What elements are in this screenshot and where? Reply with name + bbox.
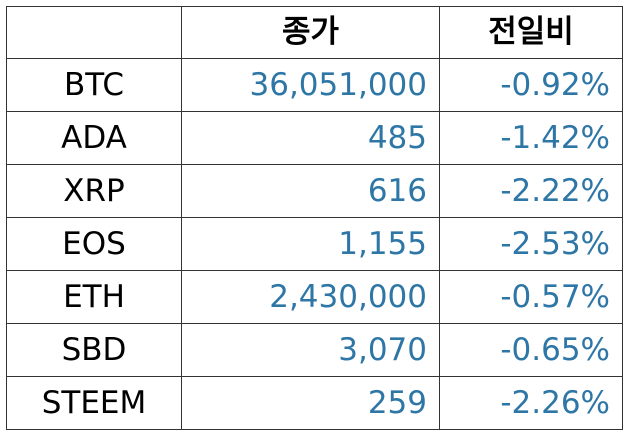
coin-name-cell: BTC (6, 58, 182, 112)
closing-price-cell: 3,070 (181, 323, 440, 377)
coin-name-cell: ADA (6, 111, 182, 165)
closing-price-cell: 36,051,000 (181, 58, 440, 112)
table-row: ETH 2,430,000 -0.57% (6, 270, 623, 324)
table-header: 종가 전일비 (6, 6, 623, 59)
table-row: BTC 36,051,000 -0.92% (6, 58, 623, 112)
closing-price-cell: 2,430,000 (181, 270, 440, 324)
table-row: ADA 485 -1.42% (6, 111, 623, 165)
table-body: BTC 36,051,000 -0.92% ADA 485 -1.42% XRP… (6, 58, 623, 430)
change-percent-cell: -0.92% (439, 58, 623, 112)
change-percent-cell: -0.65% (439, 323, 623, 377)
coin-name-cell: EOS (6, 217, 182, 271)
table-row: SBD 3,070 -0.65% (6, 323, 623, 377)
header-row: 종가 전일비 (6, 6, 623, 59)
coin-name-cell: XRP (6, 164, 182, 218)
closing-price-cell: 485 (181, 111, 440, 165)
closing-price-cell: 1,155 (181, 217, 440, 271)
price-table: 종가 전일비 BTC 36,051,000 -0.92% ADA 485 -1.… (6, 6, 623, 430)
change-percent-cell: -0.57% (439, 270, 623, 324)
closing-price-cell: 259 (181, 376, 440, 430)
table-row: EOS 1,155 -2.53% (6, 217, 623, 271)
coin-name-cell: SBD (6, 323, 182, 377)
header-cell-change: 전일비 (439, 6, 623, 59)
change-percent-cell: -2.53% (439, 217, 623, 271)
change-percent-cell: -1.42% (439, 111, 623, 165)
table-row: STEEM 259 -2.26% (6, 376, 623, 430)
coin-name-cell: ETH (6, 270, 182, 324)
header-cell-price: 종가 (181, 6, 440, 59)
coin-name-cell: STEEM (6, 376, 182, 430)
change-percent-cell: -2.26% (439, 376, 623, 430)
header-cell-name (6, 6, 182, 59)
change-percent-cell: -2.22% (439, 164, 623, 218)
table-row: XRP 616 -2.22% (6, 164, 623, 218)
closing-price-cell: 616 (181, 164, 440, 218)
